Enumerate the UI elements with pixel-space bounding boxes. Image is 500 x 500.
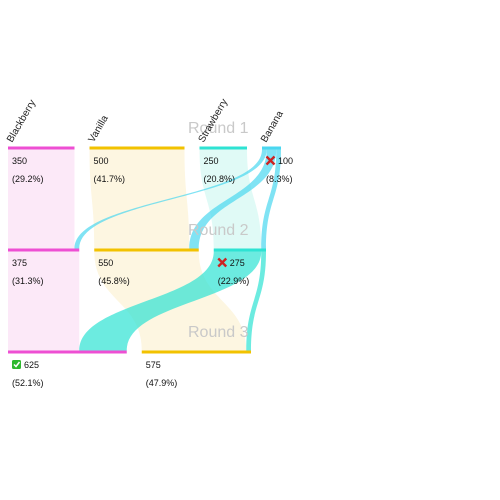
bar-round1-blackberry [8,146,75,150]
transfer-flow-banana-to-strawberry [261,149,281,249]
votes-round3-blackberry: 625 [24,360,39,370]
votes-round1-banana: 100 [278,156,293,166]
pct-round2-strawberry: (22.9%) [218,276,250,286]
votes-round1-strawberry: 250 [204,156,219,166]
candidate-label-banana: Banana [259,109,286,145]
check-mark [13,361,21,368]
votes-round1-blackberry: 350 [12,156,27,166]
bar-round3-vanilla [141,350,251,354]
pct-round1-vanilla: (41.7%) [94,174,126,184]
carryover-flow-vanilla [89,149,190,249]
votes-round1-vanilla: 500 [94,156,109,166]
transfer-flow-banana-to-vanilla [189,149,277,249]
bar-round2-strawberry [213,248,266,252]
bar-round1-strawberry [199,146,247,150]
flow-layer [8,149,281,351]
pct-round3-vanilla: (47.9%) [146,378,178,388]
bar-round2-blackberry [8,248,80,252]
transfer-flow-banana-to-blackberry [74,149,267,249]
transfer-flow-strawberry-to-vanilla [246,251,266,351]
pct-round2-blackberry: (31.3%) [12,276,44,286]
bar-round3-blackberry [8,350,127,354]
round-label-2: Round 2 [188,222,249,239]
votes-round2-strawberry: 275 [230,258,245,268]
eliminated-x-icon-stroke [217,257,228,268]
transfer-flow-strawberry-to-blackberry [79,251,262,351]
pct-round2-vanilla: (45.8%) [98,276,130,286]
bar-layer [8,146,281,354]
candidate-label-vanilla: Vanilla [87,113,111,144]
round-label-1: Round 1 [188,120,249,137]
pct-round1-strawberry: (20.8%) [204,174,236,184]
elected-check-icon [12,360,21,369]
bar-round1-banana [262,146,281,150]
candidate-label-blackberry: Blackberry [5,98,38,144]
pct-round1-blackberry: (29.2%) [12,174,44,184]
carryover-flow-blackberry [8,149,75,249]
votes-round2-vanilla: 550 [98,258,113,268]
bar-round2-vanilla [94,248,199,252]
carryover-flow-blackberry [8,251,80,351]
votes-round3-vanilla: 575 [146,360,161,370]
pct-round1-banana: (8.3%) [266,174,293,184]
eliminated-x-icon-stroke [265,155,276,166]
votes-round2-blackberry: 375 [12,258,27,268]
bar-round1-vanilla [89,146,185,150]
pct-round3-blackberry: (52.1%) [12,378,44,388]
round-label-3: Round 3 [188,324,249,341]
